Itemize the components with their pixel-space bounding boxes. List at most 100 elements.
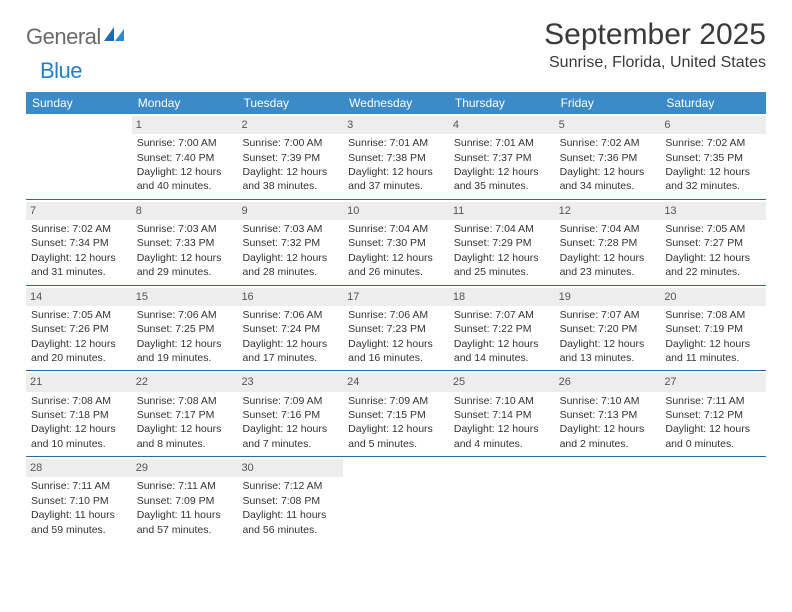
calendar-day-cell: 6Sunrise: 7:02 AMSunset: 7:35 PMDaylight… <box>660 114 766 199</box>
sunset-text: Sunset: 7:25 PM <box>137 323 233 336</box>
sunset-text: Sunset: 7:36 PM <box>560 152 656 165</box>
daylight-text: and 29 minutes. <box>137 266 233 279</box>
sunset-text: Sunset: 7:40 PM <box>137 152 233 165</box>
sunrise-text: Sunrise: 7:12 AM <box>242 480 338 493</box>
weekday-header: Friday <box>555 92 661 114</box>
sunset-text: Sunset: 7:16 PM <box>242 409 338 422</box>
daylight-text: and 40 minutes. <box>137 180 233 193</box>
calendar-empty-cell <box>343 457 449 542</box>
daylight-text: Daylight: 12 hours <box>348 252 444 265</box>
day-number: 20 <box>660 288 766 306</box>
day-number: 27 <box>660 373 766 391</box>
daylight-text: Daylight: 12 hours <box>454 252 550 265</box>
sunrise-text: Sunrise: 7:11 AM <box>137 480 233 493</box>
daylight-text: and 56 minutes. <box>242 524 338 537</box>
day-number: 24 <box>343 373 449 391</box>
sunrise-text: Sunrise: 7:09 AM <box>348 395 444 408</box>
sunset-text: Sunset: 7:17 PM <box>137 409 233 422</box>
daylight-text: Daylight: 12 hours <box>137 166 233 179</box>
weekday-header: Saturday <box>660 92 766 114</box>
sunrise-text: Sunrise: 7:01 AM <box>348 137 444 150</box>
calendar-day-cell: 7Sunrise: 7:02 AMSunset: 7:34 PMDaylight… <box>26 200 132 285</box>
logo-sail-icon <box>104 27 126 48</box>
daylight-text: and 2 minutes. <box>560 438 656 451</box>
calendar-header-row: SundayMondayTuesdayWednesdayThursdayFrid… <box>26 92 766 114</box>
calendar-day-cell: 13Sunrise: 7:05 AMSunset: 7:27 PMDayligh… <box>660 200 766 285</box>
daylight-text: Daylight: 12 hours <box>560 423 656 436</box>
calendar-day-cell: 12Sunrise: 7:04 AMSunset: 7:28 PMDayligh… <box>555 200 661 285</box>
day-number: 17 <box>343 288 449 306</box>
sunset-text: Sunset: 7:23 PM <box>348 323 444 336</box>
location-subtitle: Sunrise, Florida, United States <box>544 54 766 72</box>
sunrise-text: Sunrise: 7:02 AM <box>665 137 761 150</box>
calendar-empty-cell <box>660 457 766 542</box>
sunrise-text: Sunrise: 7:00 AM <box>242 137 338 150</box>
daylight-text: Daylight: 12 hours <box>454 166 550 179</box>
daylight-text: and 38 minutes. <box>242 180 338 193</box>
sunrise-text: Sunrise: 7:01 AM <box>454 137 550 150</box>
daylight-text: and 16 minutes. <box>348 352 444 365</box>
daylight-text: Daylight: 12 hours <box>137 252 233 265</box>
daylight-text: Daylight: 12 hours <box>348 166 444 179</box>
daylight-text: and 0 minutes. <box>665 438 761 451</box>
sunrise-text: Sunrise: 7:11 AM <box>665 395 761 408</box>
daylight-text: and 26 minutes. <box>348 266 444 279</box>
sunset-text: Sunset: 7:30 PM <box>348 237 444 250</box>
daylight-text: Daylight: 12 hours <box>242 252 338 265</box>
daylight-text: Daylight: 12 hours <box>454 338 550 351</box>
sunset-text: Sunset: 7:09 PM <box>137 495 233 508</box>
calendar-day-cell: 25Sunrise: 7:10 AMSunset: 7:14 PMDayligh… <box>449 371 555 456</box>
calendar-day-cell: 27Sunrise: 7:11 AMSunset: 7:12 PMDayligh… <box>660 371 766 456</box>
sunset-text: Sunset: 7:22 PM <box>454 323 550 336</box>
daylight-text: and 11 minutes. <box>665 352 761 365</box>
daylight-text: and 5 minutes. <box>348 438 444 451</box>
sunrise-text: Sunrise: 7:06 AM <box>137 309 233 322</box>
sunrise-text: Sunrise: 7:02 AM <box>560 137 656 150</box>
daylight-text: Daylight: 11 hours <box>31 509 127 522</box>
calendar-empty-cell <box>449 457 555 542</box>
calendar-day-cell: 30Sunrise: 7:12 AMSunset: 7:08 PMDayligh… <box>237 457 343 542</box>
sunset-text: Sunset: 7:18 PM <box>31 409 127 422</box>
sunrise-text: Sunrise: 7:08 AM <box>665 309 761 322</box>
sunset-text: Sunset: 7:10 PM <box>31 495 127 508</box>
sunset-text: Sunset: 7:33 PM <box>137 237 233 250</box>
sunset-text: Sunset: 7:24 PM <box>242 323 338 336</box>
daylight-text: and 20 minutes. <box>31 352 127 365</box>
sunset-text: Sunset: 7:29 PM <box>454 237 550 250</box>
day-number: 16 <box>237 288 343 306</box>
day-number: 9 <box>237 202 343 220</box>
day-number: 4 <box>449 116 555 134</box>
daylight-text: Daylight: 12 hours <box>560 338 656 351</box>
daylight-text: Daylight: 11 hours <box>242 509 338 522</box>
sunrise-text: Sunrise: 7:04 AM <box>560 223 656 236</box>
daylight-text: and 31 minutes. <box>31 266 127 279</box>
calendar-week-row: 14Sunrise: 7:05 AMSunset: 7:26 PMDayligh… <box>26 286 766 372</box>
calendar-body: 1Sunrise: 7:00 AMSunset: 7:40 PMDaylight… <box>26 114 766 542</box>
daylight-text: and 57 minutes. <box>137 524 233 537</box>
day-number: 26 <box>555 373 661 391</box>
daylight-text: and 4 minutes. <box>454 438 550 451</box>
sunrise-text: Sunrise: 7:10 AM <box>560 395 656 408</box>
day-number: 19 <box>555 288 661 306</box>
sunset-text: Sunset: 7:12 PM <box>665 409 761 422</box>
sunset-text: Sunset: 7:15 PM <box>348 409 444 422</box>
day-number: 23 <box>237 373 343 391</box>
sunrise-text: Sunrise: 7:03 AM <box>137 223 233 236</box>
sunrise-text: Sunrise: 7:09 AM <box>242 395 338 408</box>
calendar-day-cell: 28Sunrise: 7:11 AMSunset: 7:10 PMDayligh… <box>26 457 132 542</box>
calendar-day-cell: 22Sunrise: 7:08 AMSunset: 7:17 PMDayligh… <box>132 371 238 456</box>
daylight-text: and 13 minutes. <box>560 352 656 365</box>
day-number: 10 <box>343 202 449 220</box>
daylight-text: and 34 minutes. <box>560 180 656 193</box>
day-number: 29 <box>132 459 238 477</box>
title-block: September 2025 Sunrise, Florida, United … <box>544 18 766 72</box>
calendar-day-cell: 17Sunrise: 7:06 AMSunset: 7:23 PMDayligh… <box>343 286 449 371</box>
calendar-day-cell: 26Sunrise: 7:10 AMSunset: 7:13 PMDayligh… <box>555 371 661 456</box>
daylight-text: Daylight: 12 hours <box>31 423 127 436</box>
daylight-text: Daylight: 11 hours <box>137 509 233 522</box>
calendar-day-cell: 15Sunrise: 7:06 AMSunset: 7:25 PMDayligh… <box>132 286 238 371</box>
calendar-day-cell: 5Sunrise: 7:02 AMSunset: 7:36 PMDaylight… <box>555 114 661 199</box>
sunrise-text: Sunrise: 7:04 AM <box>348 223 444 236</box>
day-number: 12 <box>555 202 661 220</box>
sunset-text: Sunset: 7:20 PM <box>560 323 656 336</box>
